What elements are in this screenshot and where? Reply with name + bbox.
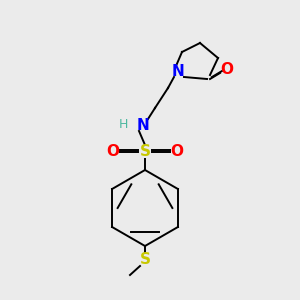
Text: N: N [136,118,149,133]
Text: H: H [118,118,128,131]
Text: O: O [106,145,119,160]
Text: S: S [140,145,151,160]
Text: O: O [170,145,184,160]
Text: N: N [172,64,184,80]
Text: O: O [220,62,233,77]
Text: S: S [140,253,151,268]
